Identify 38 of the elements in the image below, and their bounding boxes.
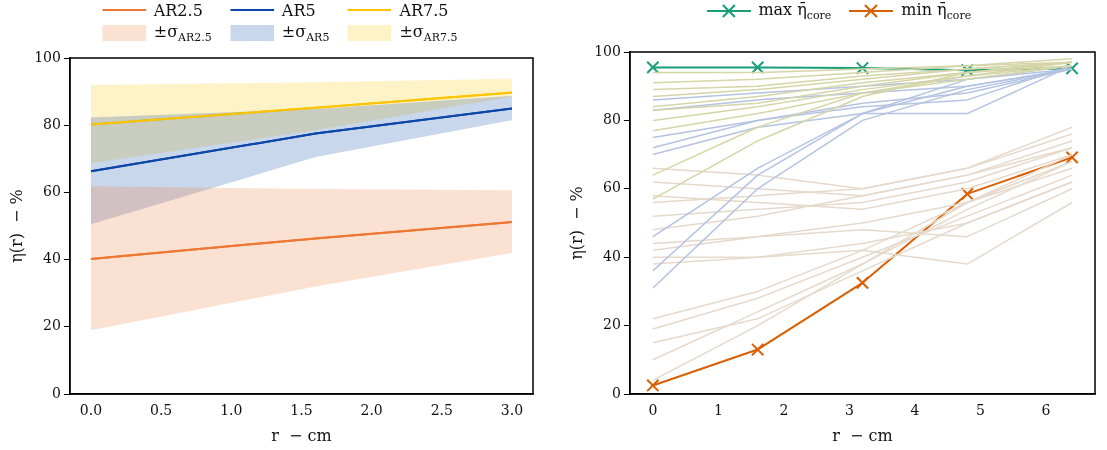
y-axis-title: η(r) − % xyxy=(566,186,586,260)
x-tick-label: 0.0 xyxy=(79,402,103,419)
legend-label: min η̄$_{core}$ xyxy=(901,0,972,23)
legend-label: ±σ$_{AR2.5}$ xyxy=(153,22,212,45)
x-tick-label: 6 xyxy=(1041,402,1051,419)
x-tick-label: 0.5 xyxy=(150,402,173,419)
y-tick-label: 20 xyxy=(603,316,621,333)
y-tick-label: 60 xyxy=(43,183,61,200)
legend-label: ±σ$_{AR5}$ xyxy=(281,22,330,45)
y-tick-label: 0 xyxy=(52,384,61,401)
x-axis-title: r − cm xyxy=(832,425,893,445)
y-tick-label: 100 xyxy=(34,48,61,65)
x-tick-label: 2.0 xyxy=(360,402,383,419)
y-axis-title: η(r) − % xyxy=(6,189,26,263)
legend-label: AR7.5 xyxy=(399,0,449,20)
x-tick-label: 1.5 xyxy=(290,402,313,419)
legend-label: max η̄$_{core}$ xyxy=(758,0,832,23)
x-tick-label: 3.0 xyxy=(500,402,524,419)
x-tick-label: 0 xyxy=(648,402,658,419)
y-tick-label: 20 xyxy=(43,317,61,334)
x-tick-label: 1.0 xyxy=(220,402,243,419)
x-tick-label: 3 xyxy=(844,402,854,419)
legend-label: ±σ$_{AR7.5}$ xyxy=(399,22,458,45)
legend-label: AR5 xyxy=(281,0,316,20)
y-tick-label: 80 xyxy=(603,111,621,128)
y-tick-label: 40 xyxy=(603,247,621,264)
y-tick-label: 40 xyxy=(43,250,61,267)
y-tick-label: 80 xyxy=(43,115,61,132)
legend-label: AR2.5 xyxy=(153,0,203,20)
x-tick-label: 4 xyxy=(910,402,920,419)
x-tick-label: 5 xyxy=(975,402,985,419)
x-tick-label: 2.5 xyxy=(430,402,453,419)
x-axis-title: r − cm xyxy=(271,425,332,445)
y-tick-label: 0 xyxy=(612,384,621,401)
y-tick-label: 100 xyxy=(594,42,621,59)
x-tick-label: 1 xyxy=(713,402,723,419)
y-tick-label: 60 xyxy=(603,179,621,196)
x-tick-label: 2 xyxy=(779,402,789,419)
